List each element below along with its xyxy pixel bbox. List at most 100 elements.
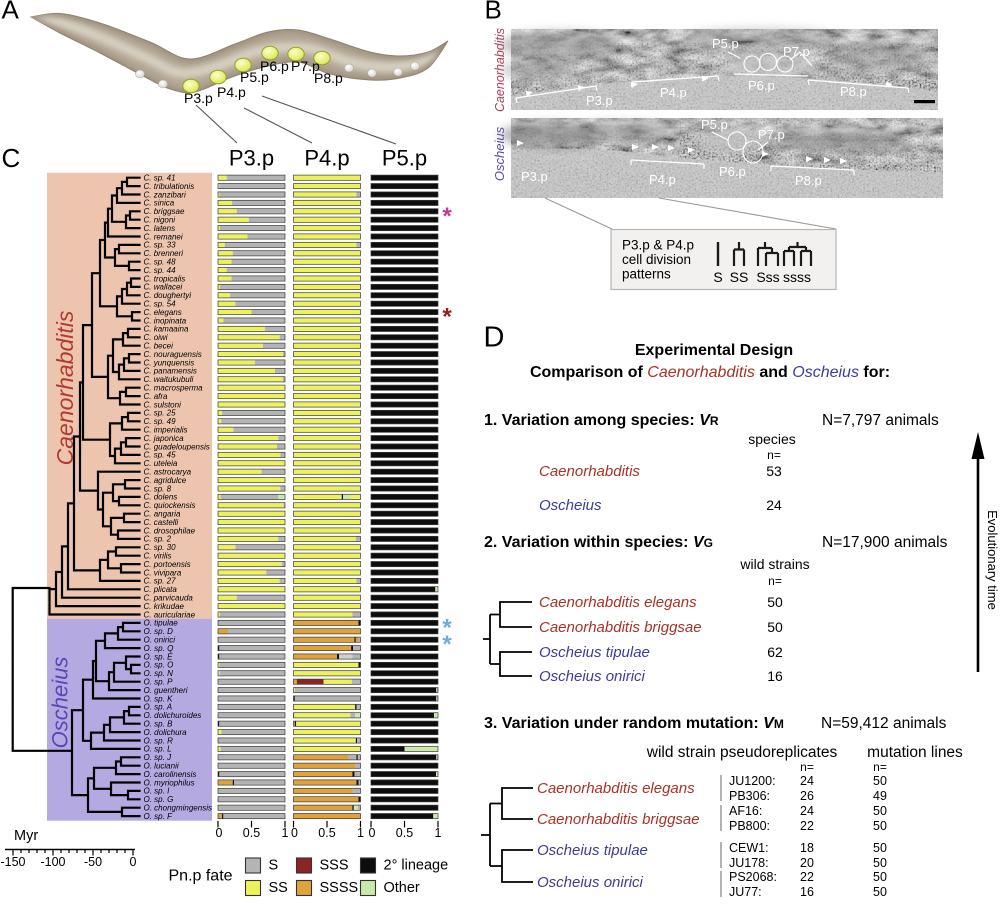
- svg-text:AF16:: AF16:: [729, 804, 762, 818]
- svg-text:SSS: SSS: [320, 858, 349, 874]
- svg-text:1: 1: [435, 826, 442, 840]
- svg-text:50: 50: [873, 841, 887, 855]
- svg-text:C. macrosperma: C. macrosperma: [144, 384, 204, 393]
- svg-text:C. tropicalis: C. tropicalis: [144, 274, 186, 283]
- svg-text:C. plicata: C. plicata: [144, 585, 178, 594]
- svg-text:O. lucianii: O. lucianii: [144, 762, 179, 771]
- svg-text:C. sp. 30: C. sp. 30: [144, 543, 177, 552]
- svg-text:0: 0: [216, 826, 223, 840]
- svg-text:C. brenneri: C. brenneri: [144, 249, 184, 258]
- svg-text:patterns: patterns: [622, 267, 671, 282]
- svg-text:P7.p: P7.p: [291, 58, 320, 74]
- svg-text:S: S: [269, 858, 279, 874]
- svg-text:20: 20: [800, 856, 814, 870]
- svg-text:Oscheius onirici: Oscheius onirici: [539, 668, 646, 685]
- svg-text:SS: SS: [269, 880, 288, 896]
- svg-text:Oscheius tipulae: Oscheius tipulae: [537, 842, 648, 859]
- svg-text:-150: -150: [0, 855, 25, 869]
- svg-text:2. Variation within species: V: 2. Variation within species: VG: [484, 534, 713, 551]
- svg-text:*: *: [442, 203, 452, 230]
- svg-text:C. sp. 44: C. sp. 44: [144, 266, 177, 275]
- svg-text:O. chongmingensis: O. chongmingensis: [144, 804, 212, 813]
- svg-text:-50: -50: [84, 855, 102, 869]
- svg-text:O. dolichura: O. dolichura: [144, 728, 188, 737]
- svg-text:wild strains: wild strains: [739, 556, 809, 572]
- svg-text:Other: Other: [384, 880, 420, 896]
- svg-text:N=7,797 animals: N=7,797 animals: [822, 412, 939, 429]
- svg-text:O. sp. R: O. sp. R: [144, 736, 174, 745]
- svg-text:O. sp. Q: O. sp. Q: [144, 644, 174, 653]
- svg-text:C. vivipara: C. vivipara: [144, 568, 182, 577]
- svg-text:C. portoensis: C. portoensis: [144, 560, 191, 569]
- svg-text:2° lineage: 2° lineage: [384, 858, 449, 874]
- svg-text:P7.p: P7.p: [758, 127, 785, 142]
- svg-text:C. castelli: C. castelli: [144, 518, 179, 527]
- svg-text:1. Variation among species: VR: 1. Variation among species: VR: [484, 412, 719, 429]
- svg-text:16: 16: [767, 668, 783, 684]
- svg-text:n=: n=: [873, 760, 887, 774]
- svg-text:N=17,900 animals: N=17,900 animals: [822, 534, 948, 551]
- svg-text:JU178:: JU178:: [729, 856, 769, 870]
- svg-text:P6.p: P6.p: [748, 78, 775, 93]
- svg-text:P3.p: P3.p: [184, 90, 213, 106]
- svg-text:C. japonica: C. japonica: [144, 434, 185, 443]
- svg-text:O. sp. A: O. sp. A: [144, 703, 173, 712]
- svg-text:C. zanzibari: C. zanzibari: [144, 190, 186, 199]
- svg-text:PB306:: PB306:: [729, 789, 770, 803]
- svg-text:O. dolichuroides: O. dolichuroides: [144, 711, 202, 720]
- svg-text:*: *: [442, 304, 452, 331]
- svg-text:PS2068:: PS2068:: [729, 870, 777, 884]
- svg-text:P4.p: P4.p: [649, 172, 676, 187]
- svg-text:Caenorhabditis: Caenorhabditis: [539, 463, 640, 480]
- svg-text:*: *: [442, 614, 452, 641]
- svg-text:Oscheius: Oscheius: [492, 126, 507, 181]
- svg-text:C. virilis: C. virilis: [144, 552, 172, 561]
- svg-text:O. sp. E: O. sp. E: [144, 652, 174, 661]
- svg-text:62: 62: [767, 644, 783, 660]
- svg-text:0: 0: [369, 826, 376, 840]
- svg-text:O. sp. G: O. sp. G: [144, 795, 174, 804]
- svg-text:P5.p: P5.p: [240, 69, 269, 85]
- svg-text:C. remanei: C. remanei: [144, 232, 183, 241]
- svg-text:C. sp. 48: C. sp. 48: [144, 258, 177, 267]
- svg-text:50: 50: [873, 819, 887, 833]
- svg-text:50: 50: [873, 774, 887, 788]
- svg-text:n=: n=: [768, 574, 782, 588]
- svg-text:P8.p: P8.p: [840, 84, 867, 99]
- svg-text:-100: -100: [40, 855, 65, 869]
- svg-text:C. sp. 45: C. sp. 45: [144, 451, 177, 460]
- svg-text:P4.p: P4.p: [660, 85, 687, 100]
- svg-text:O. sp. J: O. sp. J: [144, 753, 173, 762]
- svg-text:O. sp. F: O. sp. F: [144, 812, 174, 821]
- svg-text:49: 49: [873, 789, 887, 803]
- svg-text:ssss: ssss: [783, 269, 811, 285]
- svg-text:Sss: Sss: [756, 269, 779, 285]
- svg-text:C. nigoni: C. nigoni: [144, 216, 176, 225]
- svg-text:Pn.p fate: Pn.p fate: [169, 868, 233, 885]
- svg-text:Caenorhabditis elegans: Caenorhabditis elegans: [539, 594, 697, 611]
- svg-text:24: 24: [800, 774, 814, 788]
- svg-text:24: 24: [766, 497, 782, 513]
- svg-text:C. wallacei: C. wallacei: [144, 283, 183, 292]
- svg-text:C: C: [2, 143, 21, 173]
- svg-text:Myr: Myr: [14, 828, 38, 844]
- svg-text:26: 26: [800, 789, 814, 803]
- svg-text:53: 53: [766, 463, 782, 479]
- svg-text:C. oiwi: C. oiwi: [144, 333, 168, 342]
- svg-text:B: B: [485, 0, 502, 24]
- svg-text:P5.p: P5.p: [382, 146, 427, 171]
- svg-text:50: 50: [873, 885, 887, 899]
- svg-text:O. sp. O: O. sp. O: [144, 661, 174, 670]
- svg-text:C. auriculariae: C. auriculariae: [144, 610, 196, 619]
- svg-text:P6.p: P6.p: [719, 164, 746, 179]
- svg-text:16: 16: [800, 885, 814, 899]
- svg-text:O. sp. P: O. sp. P: [144, 678, 174, 687]
- svg-text:C. afra: C. afra: [144, 392, 169, 401]
- svg-text:P4.p: P4.p: [304, 146, 349, 171]
- svg-text:P3.p: P3.p: [586, 93, 613, 108]
- svg-text:C. becei: C. becei: [144, 342, 174, 351]
- svg-text:C. agridulce: C. agridulce: [144, 476, 187, 485]
- svg-text:O. sp. K: O. sp. K: [144, 694, 174, 703]
- svg-text:C. sp. 27: C. sp. 27: [144, 577, 177, 586]
- svg-text:P7.p: P7.p: [783, 44, 810, 59]
